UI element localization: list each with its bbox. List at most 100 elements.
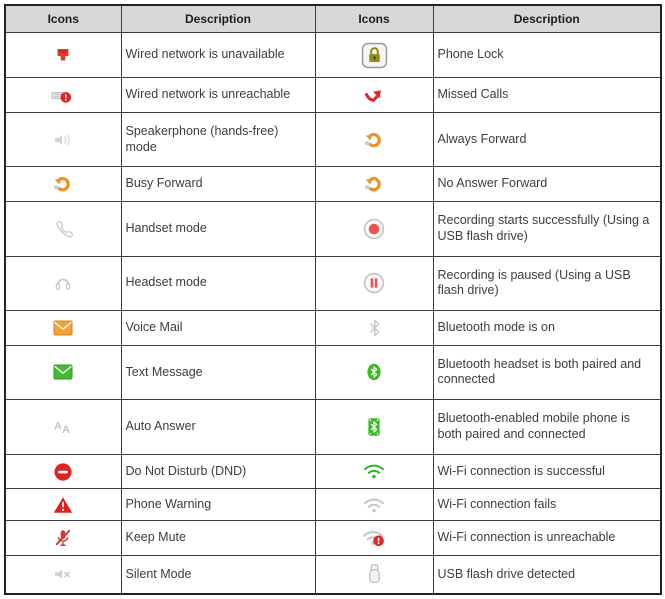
description-cell: Wi-Fi connection is unreachable: [432, 520, 662, 556]
icon-cell: [314, 554, 434, 595]
icon-cell: [314, 399, 434, 455]
icon-cell: [4, 166, 122, 202]
wired-network-unavailable-icon: [53, 46, 73, 63]
table-row: Text Message Bluetooth headset is both pa…: [4, 344, 662, 401]
description-cell: USB flash drive detected: [432, 554, 662, 595]
description-cell: Wi-Fi connection is successful: [432, 453, 662, 490]
busy-forward-icon: [51, 175, 75, 192]
text-message-icon: [53, 363, 73, 380]
icon-cell: [314, 453, 434, 490]
table-row: A A Auto Answer Bluetooth-enabled mobile ph…: [4, 399, 662, 455]
icon-cell: [4, 111, 122, 168]
bluetooth-on-icon: [365, 319, 383, 337]
silent-mode-icon: [51, 566, 75, 583]
description-cell: Wired network is unavailable: [120, 31, 316, 79]
table-row: Silent Mode USB flash drive detected: [4, 554, 662, 595]
always-forward-icon: [362, 131, 386, 148]
table-row: Handset mode Recording starts successfull…: [4, 200, 662, 257]
bluetooth-phone-icon: [365, 418, 383, 436]
usb-flash-drive-icon: [367, 564, 382, 584]
description-cell: Phone Lock: [432, 31, 662, 79]
column-header-description: Description: [120, 4, 316, 33]
phone-warning-icon: [53, 496, 73, 513]
description-cell: Voice Mail: [120, 310, 316, 346]
icon-cell: [4, 488, 122, 522]
icon-cell: [314, 200, 434, 257]
table-row: Speakerphone (hands-free) mode Always For…: [4, 111, 662, 168]
description-cell: Recording is paused (Using a USB flash d…: [432, 255, 662, 312]
description-cell: No Answer Forward: [432, 166, 662, 202]
icon-cell: [314, 166, 434, 202]
description-cell: Bluetooth headset is both paired and con…: [432, 344, 662, 401]
icon-cell: [314, 488, 434, 522]
column-header-icons: Icons: [4, 4, 122, 33]
handset-mode-icon: [53, 220, 74, 238]
table-row: Do Not Disturb (DND) Wi-Fi connection is …: [4, 453, 662, 490]
description-cell: Bluetooth-enabled mobile phone is both p…: [432, 399, 662, 455]
description-cell: Bluetooth mode is on: [432, 310, 662, 346]
wifi-success-icon: [362, 463, 386, 480]
speakerphone-mode-icon: [51, 131, 75, 148]
description-cell: Keep Mute: [120, 520, 316, 556]
table-row: Wired network is unreachable Missed Calls: [4, 77, 662, 113]
table-row: Wired network is unavailable Phone Lock: [4, 31, 662, 79]
icon-cell: [4, 77, 122, 113]
recording-paused-icon: [363, 273, 385, 294]
description-cell: Missed Calls: [432, 77, 662, 113]
table-row: Busy Forward No Answer Forward: [4, 166, 662, 202]
description-cell: Wired network is unreachable: [120, 77, 316, 113]
description-cell: Text Message: [120, 344, 316, 401]
headset-mode-icon: [53, 274, 73, 291]
icons-table: Icons Description Icons Description Wired n…: [4, 4, 662, 595]
table-row: Headset mode Recording is paused (Using a…: [4, 255, 662, 312]
icon-cell: [314, 344, 434, 401]
wired-network-unreachable-icon: [51, 86, 75, 103]
column-header-icons: Icons: [314, 4, 434, 33]
description-cell: Busy Forward: [120, 166, 316, 202]
wifi-unreachable-icon: [361, 529, 388, 547]
icon-cell: [314, 77, 434, 113]
icon-cell: [4, 344, 122, 401]
icon-cell: [4, 453, 122, 490]
do-not-disturb-icon: [53, 462, 73, 481]
table-row: Voice Mail Bluetooth mode is on: [4, 310, 662, 346]
table-header-row: Icons Description Icons Description: [4, 4, 662, 33]
bluetooth-headset-icon: [365, 364, 383, 381]
no-answer-forward-icon: [362, 175, 386, 192]
icon-cell: [4, 310, 122, 346]
column-header-description: Description: [432, 4, 662, 33]
icon-cell: [314, 310, 434, 346]
svg-text:A: A: [62, 424, 70, 436]
missed-calls-icon: [362, 86, 386, 103]
description-cell: Silent Mode: [120, 554, 316, 595]
icon-cell: [314, 111, 434, 168]
description-cell: Do Not Disturb (DND): [120, 453, 316, 490]
voice-mail-icon: [53, 319, 73, 336]
icon-cell: [4, 520, 122, 556]
description-cell: Headset mode: [120, 255, 316, 312]
icon-cell: [314, 255, 434, 312]
icon-cell: [4, 31, 122, 79]
keep-mute-icon: [53, 529, 73, 547]
table-row: Keep Mute Wi-Fi connection is unreachable: [4, 520, 662, 556]
table-body: Wired network is unavailable Phone Lock Wi…: [4, 31, 662, 595]
description-cell: Wi-Fi connection fails: [432, 488, 662, 522]
svg-text:A: A: [54, 420, 62, 432]
description-cell: Speakerphone (hands-free) mode: [120, 111, 316, 168]
description-cell: Auto Answer: [120, 399, 316, 455]
wifi-fail-icon: [362, 496, 386, 513]
description-cell: Always Forward: [432, 111, 662, 168]
icon-cell: [314, 520, 434, 556]
description-cell: Recording starts successfully (Using a U…: [432, 200, 662, 257]
description-cell: Phone Warning: [120, 488, 316, 522]
phone-lock-icon: [361, 42, 388, 68]
icon-cell: [4, 255, 122, 312]
icon-cell: [4, 554, 122, 595]
icon-cell: [4, 200, 122, 257]
description-cell: Handset mode: [120, 200, 316, 257]
icon-cell: [314, 31, 434, 79]
table-row: Phone Warning Wi-Fi connection fails: [4, 488, 662, 522]
